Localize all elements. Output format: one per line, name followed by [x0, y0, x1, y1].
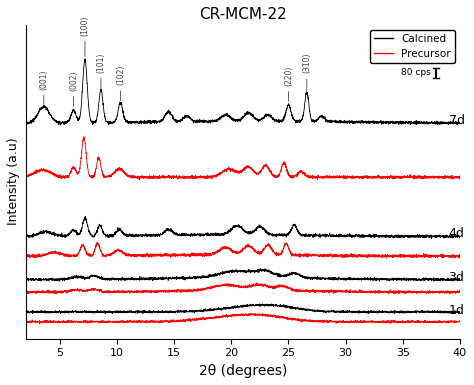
Text: (310): (310) [302, 53, 311, 90]
Legend: Calcined, Precursor: Calcined, Precursor [370, 30, 455, 63]
Text: 1d: 1d [448, 303, 465, 316]
Text: 7d: 7d [448, 114, 465, 127]
Text: (001): (001) [39, 69, 48, 105]
X-axis label: 2θ (degrees): 2θ (degrees) [199, 364, 287, 378]
Text: 80 cps: 80 cps [401, 69, 430, 77]
Text: 3d: 3d [448, 271, 465, 284]
Text: (101): (101) [97, 52, 105, 88]
Y-axis label: Intensity (a.u): Intensity (a.u) [7, 138, 20, 226]
Text: (100): (100) [81, 15, 90, 56]
Text: 4d: 4d [448, 227, 465, 240]
Text: (220): (220) [284, 65, 293, 101]
Title: CR-MCM-22: CR-MCM-22 [199, 7, 287, 22]
Text: (002): (002) [69, 70, 78, 106]
Text: (102): (102) [116, 65, 125, 100]
